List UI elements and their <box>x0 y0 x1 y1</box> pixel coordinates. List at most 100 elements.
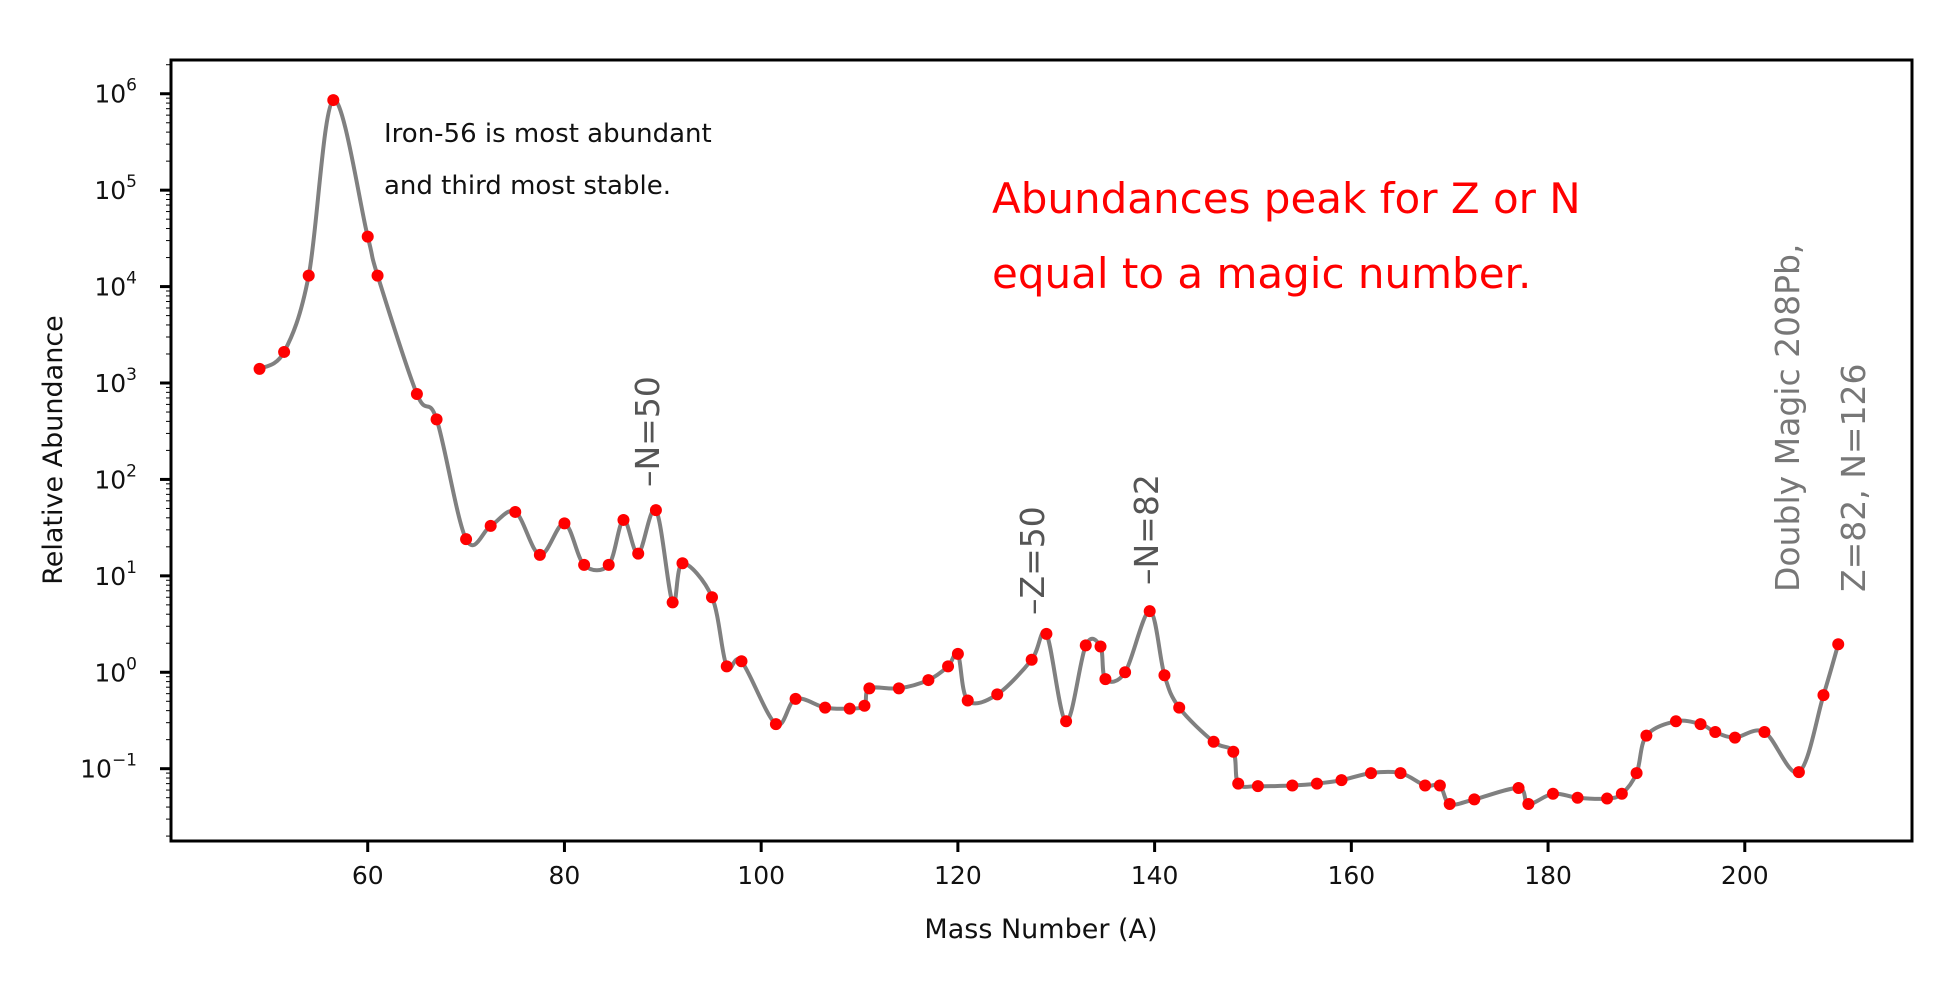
data-point <box>735 655 748 668</box>
y-tick-label: 10−1 <box>80 751 137 784</box>
data-point <box>1079 639 1092 652</box>
y-tick-label: 105 <box>94 172 137 205</box>
y-tick-exponent: 5 <box>126 172 137 192</box>
data-point <box>961 694 974 707</box>
x-axis: 60 80 100 120 140 160 180 200 <box>352 841 1769 890</box>
data-point <box>863 682 876 695</box>
doubly-magic-line2: Z=82, N=126 <box>1834 363 1873 592</box>
y-tick-base: 10 <box>80 755 112 784</box>
y-tick-label: 102 <box>94 461 137 494</box>
data-point <box>843 702 856 715</box>
data-point <box>1060 715 1073 728</box>
data-point <box>1630 767 1643 780</box>
data-point <box>632 547 645 560</box>
peak-note-line1: Abundances peak for Z or N <box>992 174 1581 223</box>
iron-note-line2: and third most stable. <box>384 171 671 201</box>
y-tick-base: 10 <box>94 80 126 109</box>
data-point <box>858 699 871 712</box>
data-point <box>1025 653 1038 666</box>
y-tick-exponent: 0 <box>126 654 137 674</box>
data-point <box>1758 726 1771 739</box>
data-point <box>1443 798 1456 811</box>
data-point <box>1365 767 1378 780</box>
data-point <box>302 269 315 282</box>
data-point <box>1227 745 1240 758</box>
data-point <box>1335 774 1348 787</box>
y-tick-exponent: 1 <box>126 558 137 578</box>
data-point <box>1522 798 1535 811</box>
y-tick-label: 101 <box>94 558 137 591</box>
data-point <box>533 548 546 561</box>
data-point <box>1615 787 1628 800</box>
x-tick-label: 200 <box>1721 861 1769 890</box>
data-point <box>649 504 662 517</box>
data-point <box>430 413 443 426</box>
x-tick-label: 100 <box>737 861 785 890</box>
n50-label: –N=50 <box>628 376 667 487</box>
data-point <box>720 660 733 673</box>
data-point <box>789 692 802 705</box>
peak-note-line2: equal to a magic number. <box>992 249 1531 298</box>
data-point <box>922 674 935 687</box>
data-point <box>1173 701 1186 714</box>
data-point <box>410 387 423 400</box>
data-point <box>460 533 473 546</box>
data-point <box>1640 729 1653 742</box>
data-point <box>769 718 782 731</box>
y-tick-exponent: 6 <box>126 76 137 96</box>
y-tick-exponent: −1 <box>112 751 137 771</box>
data-point <box>1158 669 1171 682</box>
data-point <box>991 688 1004 701</box>
data-point <box>1601 792 1614 805</box>
x-tick-label: 160 <box>1327 861 1375 890</box>
data-point <box>892 682 905 695</box>
data-point <box>1119 666 1132 679</box>
y-tick-base: 10 <box>94 369 126 398</box>
doubly-magic-line1: Doubly Magic 208Pb, <box>1768 244 1807 592</box>
z50-label: –Z=50 <box>1013 506 1052 615</box>
x-tick-label: 120 <box>934 861 982 890</box>
series-points <box>253 94 1845 811</box>
data-point <box>617 513 630 526</box>
data-point <box>1394 767 1407 780</box>
x-axis-title: Mass Number (A) <box>924 914 1157 945</box>
data-point <box>666 596 679 609</box>
y-tick-base: 10 <box>94 658 126 687</box>
data-point <box>371 269 384 282</box>
x-tick-label: 140 <box>1131 861 1179 890</box>
data-point <box>509 505 522 518</box>
data-point <box>1094 640 1107 653</box>
data-point <box>253 362 266 375</box>
data-point <box>1669 715 1682 728</box>
data-point <box>1512 782 1525 795</box>
x-tick-label: 80 <box>549 861 581 890</box>
x-tick-label: 180 <box>1524 861 1572 890</box>
data-point <box>1832 638 1845 651</box>
x-tick-label: 60 <box>352 861 384 890</box>
data-point <box>578 558 591 571</box>
data-point <box>705 591 718 604</box>
data-point <box>1694 718 1707 731</box>
data-point <box>1310 777 1323 790</box>
y-tick-base: 10 <box>94 562 126 591</box>
data-point <box>602 558 615 571</box>
y-tick-base: 10 <box>94 176 126 205</box>
data-point <box>1232 777 1245 790</box>
data-point <box>1040 627 1053 640</box>
data-point <box>819 701 832 714</box>
data-point <box>1433 779 1446 792</box>
data-point <box>1419 779 1432 792</box>
iron-note-line1: Iron-56 is most abundant <box>384 119 712 149</box>
data-point <box>558 517 571 530</box>
data-point <box>1286 779 1299 792</box>
data-point <box>1207 735 1220 748</box>
y-tick-exponent: 4 <box>126 269 137 289</box>
data-point <box>1468 793 1481 806</box>
data-point <box>484 519 497 532</box>
n82-label: –N=82 <box>1127 474 1166 585</box>
data-point <box>327 94 340 107</box>
data-point <box>1143 605 1156 618</box>
data-point <box>1099 673 1112 686</box>
